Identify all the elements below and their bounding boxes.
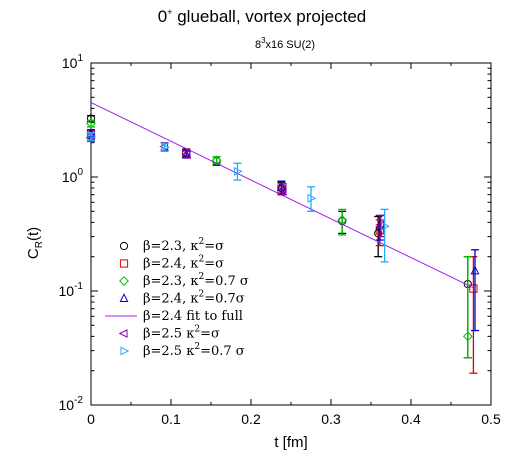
- y-tick-label: 100: [62, 167, 84, 185]
- y-axis-label: CR(t): [25, 227, 45, 259]
- legend-label: β=2.4, κ2=σ: [143, 255, 224, 272]
- data-point: [277, 184, 287, 194]
- x-tick-label: 0.4: [401, 411, 421, 427]
- legend-entry: β=2.3, κ2=0.7 σ: [119, 272, 249, 289]
- series-line: [90, 102, 476, 290]
- chart-subtitle: 83x16 SU(2): [255, 36, 315, 51]
- legend-label: β=2.3, κ2=σ: [143, 237, 224, 254]
- legend-entry: β=2.3, κ2=σ: [119, 237, 224, 254]
- x-tick-label: 0.5: [481, 411, 501, 427]
- x-tick-label: 0: [87, 411, 95, 427]
- data-point: [381, 221, 390, 231]
- data-point: [469, 284, 478, 293]
- series-diamond: [86, 118, 473, 359]
- legend-label: β=2.5 κ2=0.7 σ: [143, 342, 245, 359]
- legend-label: β=2.5 κ2=σ: [143, 325, 220, 342]
- legend-marker: [120, 346, 130, 356]
- x-tick-label: 0.2: [241, 411, 261, 427]
- fit-line: [90, 102, 476, 290]
- legend-marker: [119, 259, 129, 268]
- series-triangle-right: [87, 131, 390, 263]
- data-point: [470, 265, 480, 275]
- legend-entry: β=2.4, κ2=σ: [119, 255, 224, 272]
- data-layer: [85, 102, 480, 374]
- legend-label: β=2.4 fit to full: [143, 309, 243, 324]
- y-tick-label: 101: [62, 53, 84, 71]
- y-tick-label: 10-2: [59, 395, 84, 413]
- data-point: [233, 166, 243, 176]
- chart-title: 0+ glueball, vortex projected: [158, 7, 366, 26]
- data-point: [462, 331, 473, 342]
- x-tick-label: 0.3: [321, 411, 341, 427]
- legend-entry: β=2.4, κ2=0.7σ: [119, 290, 245, 307]
- legend-marker: [118, 329, 128, 338]
- legend-marker: [119, 276, 129, 286]
- x-tick-label: 0.1: [161, 411, 181, 427]
- legend-entry: β=2.5 κ2=σ: [118, 325, 220, 342]
- data-point: [86, 118, 96, 129]
- legend-label: β=2.4, κ2=0.7σ: [143, 290, 245, 307]
- y-tick-label: 10-1: [59, 281, 84, 299]
- x-axis-label: t [fm]: [274, 434, 307, 451]
- legend-marker: [119, 241, 129, 251]
- data-point: [87, 132, 97, 142]
- legend-label: β=2.3, κ2=0.7 σ: [143, 272, 249, 289]
- data-point: [375, 220, 385, 230]
- legend: β=2.3, κ2=σβ=2.4, κ2=σβ=2.3, κ2=0.7 σβ=2…: [105, 237, 249, 359]
- plot-area: 0 0.1 0.2 0.3 0.4 0.5 10-2 10-1 100 101: [59, 53, 501, 427]
- data-point: [211, 155, 222, 166]
- legend-marker: [119, 293, 129, 302]
- data-point: [181, 149, 191, 159]
- legend-entry: β=2.4 fit to full: [105, 309, 243, 324]
- data-point: [161, 142, 170, 152]
- legend-entry: β=2.5 κ2=0.7 σ: [120, 342, 245, 359]
- data-point: [307, 193, 317, 203]
